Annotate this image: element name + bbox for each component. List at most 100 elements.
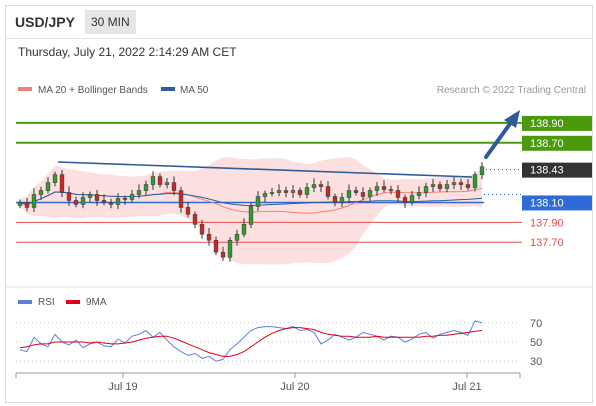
copyright-text: Research © 2022 Trading Central — [437, 85, 586, 96]
candle — [108, 198, 114, 209]
candle-body — [332, 196, 338, 203]
candle — [437, 181, 443, 192]
candle — [479, 162, 485, 180]
candle-body — [255, 196, 261, 207]
candle-body — [38, 190, 44, 195]
candle — [290, 185, 296, 198]
candle — [206, 228, 212, 246]
candle-body — [59, 174, 65, 193]
candle — [52, 171, 58, 187]
candle — [276, 184, 282, 197]
candle — [101, 194, 107, 206]
resistance-trendline — [57, 161, 473, 178]
candle-body — [66, 192, 72, 201]
last-price-tag — [522, 162, 592, 178]
candle — [472, 171, 478, 192]
candle — [283, 186, 289, 198]
target-tag — [522, 135, 592, 151]
last-price-label: 138.43 — [530, 165, 564, 177]
candle — [31, 188, 37, 212]
candle-body — [157, 176, 163, 185]
candle — [178, 186, 184, 213]
pivot-tag — [522, 195, 592, 211]
candle — [409, 190, 415, 206]
rsi-ma9-line — [19, 327, 483, 357]
candle-body — [94, 194, 100, 201]
candle-body — [87, 194, 93, 198]
candle — [262, 190, 268, 202]
candle — [157, 173, 163, 188]
candle-body — [248, 206, 254, 225]
candle-body — [409, 195, 415, 203]
rsi-level-label: 30 — [530, 356, 542, 368]
candle — [248, 202, 254, 229]
candle-body — [164, 182, 170, 185]
candle-body — [52, 174, 58, 183]
candle — [24, 197, 30, 212]
candle — [451, 176, 457, 190]
candle-body — [31, 194, 37, 208]
candle — [311, 178, 317, 193]
candle — [129, 189, 135, 203]
target-label: 138.70 — [530, 138, 564, 150]
candle-body — [150, 176, 156, 185]
candles — [17, 162, 485, 262]
candle-body — [192, 214, 198, 225]
ma50-legend-label: MA 50 — [180, 85, 209, 96]
candle — [353, 186, 359, 196]
candle-body — [206, 234, 212, 241]
candle-body — [178, 190, 184, 208]
candle-body — [227, 239, 233, 258]
candle — [332, 193, 338, 207]
candle-body — [290, 190, 296, 193]
candle-body — [234, 234, 240, 241]
candle — [59, 170, 65, 198]
ma20-legend-swatch — [18, 87, 32, 91]
candle — [45, 177, 51, 194]
candle-body — [171, 182, 177, 191]
candle — [199, 219, 205, 239]
candle-body — [101, 200, 107, 203]
candle — [360, 187, 366, 201]
candle-body — [381, 186, 387, 190]
rsi-legend-label: RSI — [38, 297, 55, 308]
candle — [234, 229, 240, 246]
x-tick-label: Jul 19 — [108, 381, 137, 393]
forecast-arrow-head — [504, 110, 520, 128]
candle-body — [339, 197, 345, 203]
candle — [213, 236, 219, 256]
rsi-line — [19, 320, 483, 362]
candle-body — [304, 187, 310, 195]
candle — [367, 187, 373, 202]
candle — [73, 196, 79, 208]
candle-body — [318, 184, 324, 187]
chart-datetime: Thursday, July 21, 2022 2:14:29 AM CET — [18, 45, 237, 59]
candle-body — [437, 184, 443, 189]
timeframe-button[interactable]: 30 MIN — [85, 10, 136, 34]
pivot-label: 138.10 — [530, 197, 564, 209]
ma9-legend-swatch — [66, 300, 80, 304]
candle-body — [458, 182, 464, 185]
target-label: 138.90 — [530, 118, 564, 130]
candle — [304, 182, 310, 199]
x-tick-label: Jul 20 — [280, 381, 309, 393]
candle — [241, 218, 247, 238]
candle — [423, 182, 429, 198]
candle-body — [73, 200, 79, 205]
overlay — [57, 110, 520, 178]
candle — [318, 180, 324, 192]
rsi-level-label: 70 — [530, 318, 542, 330]
support-label: 137.70 — [530, 237, 564, 249]
candle-body — [45, 182, 51, 191]
ma50-legend-swatch — [161, 87, 175, 91]
candle-body — [472, 174, 478, 188]
candle — [444, 179, 450, 193]
rsi-legend-swatch — [18, 300, 32, 304]
candle-body — [129, 194, 135, 200]
candle — [255, 191, 261, 212]
candle — [38, 186, 44, 200]
candle-body — [122, 198, 128, 200]
x-axis-ticks: Jul 19 Jul 20 Jul 21 — [15, 373, 521, 393]
candle-body — [143, 184, 149, 191]
